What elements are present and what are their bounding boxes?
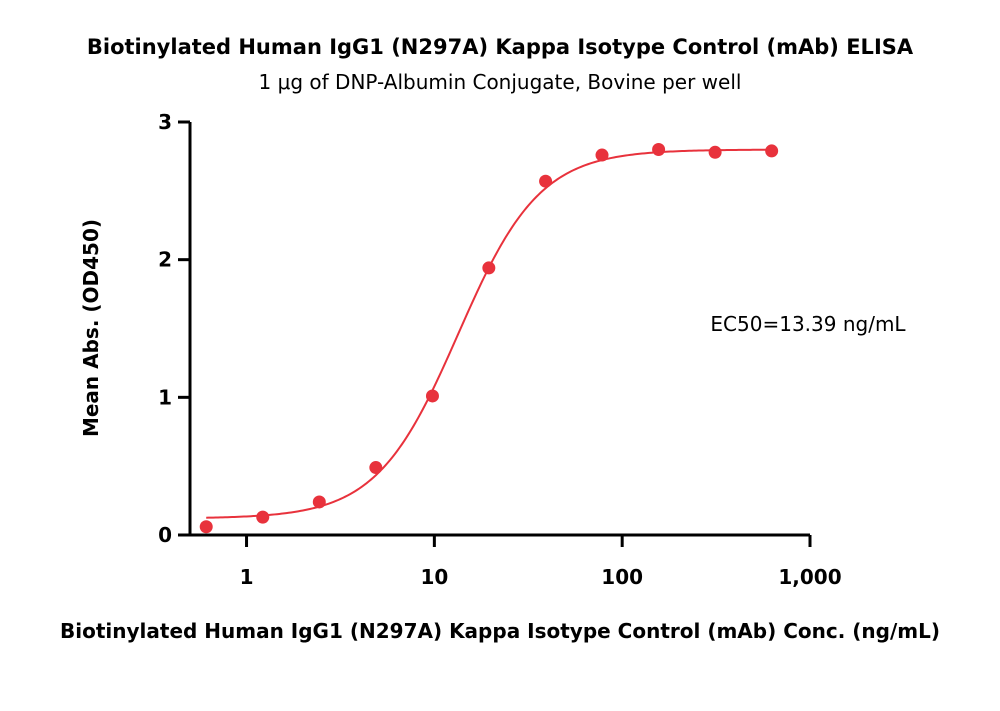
data-point [482, 261, 496, 275]
y-tick-label: 0 [158, 523, 172, 547]
ec50-annotation: EC50=13.39 ng/mL [710, 312, 906, 336]
data-point [539, 174, 553, 188]
chart-title: Biotinylated Human IgG1 (N297A) Kappa Is… [87, 35, 914, 59]
fit-curve-layer [206, 148, 772, 519]
x-tick-label: 1,000 [778, 565, 841, 589]
y-tick-label: 1 [158, 385, 172, 409]
fit-curve [206, 148, 772, 519]
data-point [595, 148, 609, 162]
data-point [312, 495, 326, 509]
y-tick-label: 2 [158, 248, 172, 272]
axes: 0 1 2 3 1 10 100 1,000 [158, 110, 842, 589]
x-tick-label: 10 [420, 565, 448, 589]
y-tick-label: 3 [158, 110, 172, 134]
data-points [199, 143, 779, 534]
data-point [652, 143, 666, 157]
data-point [765, 144, 779, 158]
x-tick-label: 1 [240, 565, 254, 589]
x-tick-label: 100 [601, 565, 643, 589]
x-axis-label: Biotinylated Human IgG1 (N297A) Kappa Is… [60, 619, 940, 643]
data-point [199, 520, 213, 534]
data-point [256, 510, 270, 524]
chart-subtitle: 1 μg of DNP-Albumin Conjugate, Bovine pe… [259, 70, 742, 94]
y-axis-label: Mean Abs. (OD450) [79, 219, 103, 437]
data-point [425, 389, 439, 403]
data-point [369, 461, 383, 475]
data-point [708, 145, 722, 159]
